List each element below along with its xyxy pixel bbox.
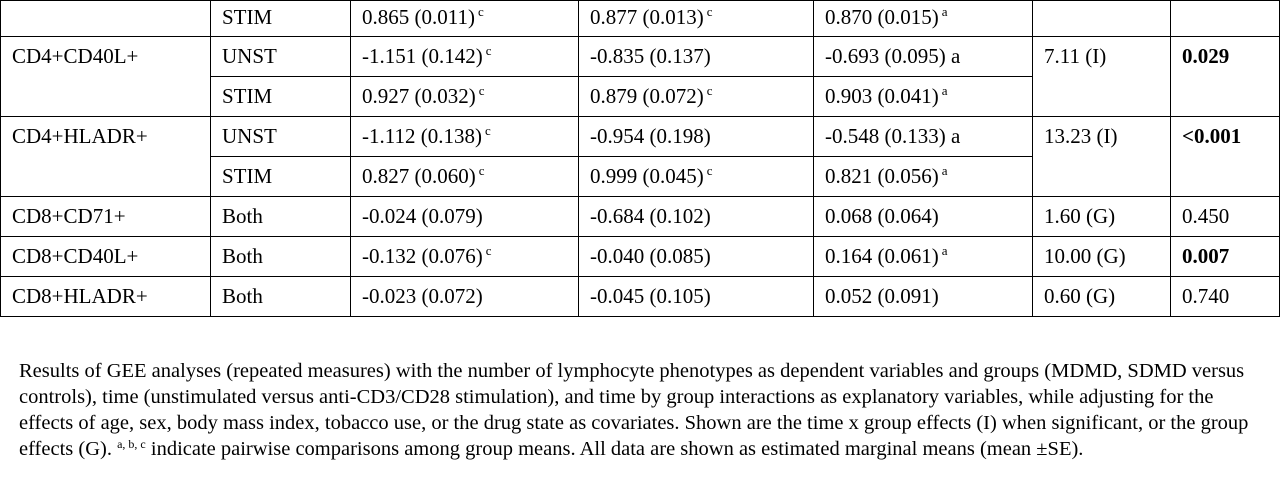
controls-cell: 0.903 (0.041) a	[813, 76, 1033, 117]
sdmd-cell: -0.835 (0.137)	[578, 36, 814, 77]
condition-cell: STIM	[210, 0, 351, 37]
chi-cell: 1.60 (G)	[1032, 196, 1171, 237]
controls-cell: 0.068 (0.064)	[813, 196, 1033, 237]
chi-cell	[1032, 0, 1171, 37]
table-row: CD8+CD71+ Both -0.024 (0.079) -0.684 (0.…	[0, 196, 1280, 237]
phenotype-cell	[0, 0, 211, 37]
p-value-cell: 0.007	[1170, 236, 1280, 277]
footnote-text-end: indicate pairwise comparisons among grou…	[145, 438, 1084, 460]
phenotype-cell: CD4+CD40L+	[0, 36, 211, 117]
table-row: STIM 0.927 (0.032) c 0.879 (0.072) c 0.903…	[1, 76, 1280, 117]
condition-cell: STIM	[210, 156, 351, 197]
condition-cell: STIM	[210, 76, 351, 117]
table-row: CD4+CD40L+ UNST -1.151 (0.142) c -0.835 (…	[0, 36, 1280, 117]
condition-cell: Both	[210, 276, 351, 317]
sdmd-cell: -0.040 (0.085)	[578, 236, 814, 277]
controls-cell: 0.052 (0.091)	[813, 276, 1033, 317]
chi-cell: 7.11 (I)	[1032, 36, 1171, 117]
sdmd-cell: -0.045 (0.105)	[578, 276, 814, 317]
mdmd-cell: 0.865 (0.011) c	[350, 0, 579, 37]
mdmd-cell: -0.132 (0.076) c	[350, 236, 579, 277]
mdmd-cell: -1.151 (0.142) c	[350, 36, 579, 77]
chi-cell: 0.60 (G)	[1032, 276, 1171, 317]
p-value-cell	[1170, 0, 1280, 37]
results-table: STIM 0.865 (0.011) c 0.877 (0.013) c 0.870…	[0, 0, 1280, 317]
footnote-superscript: a, b, c	[117, 437, 146, 451]
phenotype-cell: CD8+CD71+	[0, 196, 211, 237]
condition-cell: UNST	[210, 116, 351, 157]
sdmd-cell: -0.684 (0.102)	[578, 196, 814, 237]
controls-cell: 0.164 (0.061) a	[813, 236, 1033, 277]
controls-cell: 0.870 (0.015) a	[813, 0, 1033, 37]
sdmd-cell: -0.954 (0.198)	[578, 116, 814, 157]
sdmd-cell: 0.877 (0.013) c	[578, 0, 814, 37]
chi-cell: 13.23 (I)	[1032, 116, 1171, 197]
condition-cell: UNST	[210, 36, 351, 77]
mdmd-cell: -0.024 (0.079)	[350, 196, 579, 237]
condition-cell: Both	[210, 196, 351, 237]
table-footnote: Results of GEE analyses (repeated measur…	[19, 358, 1264, 462]
p-value-cell: 0.740	[1170, 276, 1280, 317]
table-row: CD8+CD40L+ Both -0.132 (0.076) c -0.040 (…	[0, 236, 1280, 277]
table-row: STIM 0.865 (0.011) c 0.877 (0.013) c 0.870…	[0, 0, 1280, 37]
mdmd-cell: -0.023 (0.072)	[350, 276, 579, 317]
controls-cell: 0.821 (0.056) a	[813, 156, 1033, 197]
controls-cell: -0.548 (0.133) a	[813, 116, 1033, 157]
phenotype-cell: CD4+HLADR+	[0, 116, 211, 197]
sdmd-cell: 0.879 (0.072) c	[578, 76, 814, 117]
mdmd-cell: 0.827 (0.060) c	[350, 156, 579, 197]
condition-cell: Both	[210, 236, 351, 277]
phenotype-cell: CD8+CD40L+	[0, 236, 211, 277]
mdmd-cell: 0.927 (0.032) c	[350, 76, 579, 117]
p-value-cell: 0.450	[1170, 196, 1280, 237]
table-row: CD8+HLADR+ Both -0.023 (0.072) -0.045 (0…	[0, 276, 1280, 317]
p-value-cell: 0.029	[1170, 36, 1280, 117]
table-row: STIM 0.827 (0.060) c 0.999 (0.045) c 0.821…	[1, 156, 1280, 197]
phenotype-cell: CD8+HLADR+	[0, 276, 211, 317]
table-row: CD4+HLADR+ UNST -1.112 (0.138) c -0.954 (…	[0, 116, 1280, 197]
controls-cell: -0.693 (0.095) a	[813, 36, 1033, 77]
p-value-cell: <0.001	[1170, 116, 1280, 197]
mdmd-cell: -1.112 (0.138) c	[350, 116, 579, 157]
chi-cell: 10.00 (G)	[1032, 236, 1171, 277]
footnote-text: Results of GEE analyses (repeated measur…	[19, 360, 1249, 460]
sdmd-cell: 0.999 (0.045) c	[578, 156, 814, 197]
